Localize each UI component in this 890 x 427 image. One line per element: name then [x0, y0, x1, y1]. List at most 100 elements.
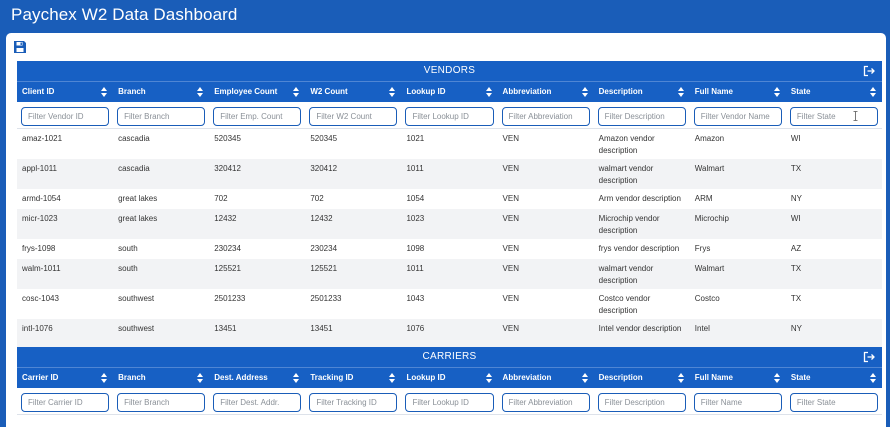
- sort-arrows-icon[interactable]: [581, 87, 588, 97]
- table-row[interactable]: walm-1011 south 125521 125521 1011 VEN walmart…: [17, 259, 882, 289]
- column-header[interactable]: Employee Count: [209, 82, 305, 102]
- sort-arrows-icon[interactable]: [101, 87, 108, 97]
- sort-arrows-icon[interactable]: [389, 373, 396, 383]
- filter-input[interactable]: [789, 393, 878, 412]
- table-cell: Intel vendor description: [598, 324, 682, 333]
- column-header[interactable]: Full Name: [690, 82, 786, 102]
- sort-arrows-icon[interactable]: [773, 87, 780, 97]
- column-header[interactable]: Branch: [113, 82, 209, 102]
- filter-input[interactable]: [405, 107, 494, 126]
- table-cell: NY: [790, 324, 802, 333]
- table-row[interactable]: amaz-1021 cascadia 520345 520345 1021 VEN Amaz…: [17, 129, 882, 159]
- column-header[interactable]: Dest. Address: [209, 368, 305, 388]
- table-cell: walmart vendor description: [598, 164, 654, 185]
- filter-input[interactable]: [501, 107, 590, 126]
- filter-cell: [786, 102, 882, 128]
- table-cell: Walmart: [694, 164, 725, 173]
- sort-arrows-icon[interactable]: [581, 373, 588, 383]
- column-header[interactable]: State: [786, 368, 882, 388]
- filter-input[interactable]: [309, 107, 398, 126]
- filter-input[interactable]: [693, 393, 782, 412]
- filter-input[interactable]: [213, 393, 302, 412]
- column-header-label: Carrier ID: [22, 373, 59, 382]
- column-header[interactable]: Client ID: [17, 82, 113, 102]
- filter-cell: [498, 388, 594, 414]
- filter-input[interactable]: [693, 107, 782, 126]
- table-row[interactable]: armd-1054 great lakes 702 702 1054 VEN Arm ven…: [17, 189, 882, 209]
- column-header[interactable]: W2 Count: [305, 82, 401, 102]
- filter-input[interactable]: [117, 107, 206, 126]
- column-header-label: Client ID: [22, 87, 55, 96]
- column-header[interactable]: Tracking ID: [305, 368, 401, 388]
- column-header[interactable]: Abbreviation: [498, 368, 594, 388]
- filter-input[interactable]: [21, 107, 110, 126]
- sort-arrows-icon[interactable]: [389, 87, 396, 97]
- sort-arrows-icon[interactable]: [677, 373, 684, 383]
- table-cell: 13451: [214, 324, 237, 333]
- column-header-label: Full Name: [694, 87, 733, 96]
- filter-input[interactable]: [597, 107, 686, 126]
- carriers-title: CARRIERS: [422, 351, 477, 362]
- sort-arrows-icon[interactable]: [677, 87, 684, 97]
- filter-input[interactable]: [405, 393, 494, 412]
- table-row[interactable]: frys-1098 south 230234 230234 1098 VEN frys ve…: [17, 239, 882, 259]
- table-cell: frys vendor description: [598, 244, 680, 253]
- sort-arrows-icon[interactable]: [869, 87, 876, 97]
- table-cell: frys-1098: [22, 244, 56, 253]
- sort-arrows-icon[interactable]: [869, 373, 876, 383]
- sort-arrows-icon[interactable]: [773, 373, 780, 383]
- column-header[interactable]: Lookup ID: [401, 368, 497, 388]
- filter-input[interactable]: [117, 393, 206, 412]
- table-cell: Intel: [694, 324, 710, 333]
- filter-input[interactable]: [789, 107, 878, 126]
- table-row[interactable]: cosc-1043 southwest 2501233 2501233 1043 VEN C…: [17, 289, 882, 319]
- table-cell: Costco: [694, 294, 720, 303]
- table-cell: Amazon vendor description: [598, 134, 655, 155]
- filter-cell: [498, 102, 594, 128]
- column-header[interactable]: State: [786, 82, 882, 102]
- filter-input[interactable]: [501, 393, 590, 412]
- column-header[interactable]: Branch: [113, 368, 209, 388]
- filter-input[interactable]: [213, 107, 302, 126]
- filter-cell: [305, 102, 401, 128]
- column-header[interactable]: Description: [594, 82, 690, 102]
- table-cell: 12432: [214, 214, 237, 223]
- filter-input[interactable]: [309, 393, 398, 412]
- table-cell: 702: [214, 194, 228, 203]
- filter-input[interactable]: [21, 393, 110, 412]
- column-header-label: Abbreviation: [502, 87, 552, 96]
- carriers-export-icon[interactable]: [863, 351, 875, 363]
- column-header[interactable]: Description: [594, 368, 690, 388]
- table-row[interactable]: intl-1076 southwest 13451 13451 1076 VEN Intel…: [17, 319, 882, 349]
- column-header[interactable]: Carrier ID: [17, 368, 113, 388]
- table-cell: ARM: [694, 194, 713, 203]
- sort-arrows-icon[interactable]: [293, 87, 300, 97]
- sort-arrows-icon[interactable]: [485, 373, 492, 383]
- table-cell: NY: [790, 194, 802, 203]
- vendors-title-bar: VENDORS: [17, 61, 882, 81]
- table-row[interactable]: micr-1023 great lakes 12432 12432 1023 VEN Mic…: [17, 209, 882, 239]
- column-header[interactable]: Abbreviation: [498, 82, 594, 102]
- filter-input[interactable]: [597, 393, 686, 412]
- table-cell: great lakes: [118, 214, 158, 223]
- vendors-export-icon[interactable]: [863, 65, 875, 77]
- sort-arrows-icon[interactable]: [101, 373, 108, 383]
- floppy-disk-icon[interactable]: [13, 40, 27, 54]
- sort-arrows-icon[interactable]: [485, 87, 492, 97]
- table-cell: VEN: [502, 194, 519, 203]
- table-cell: WI: [790, 134, 801, 143]
- filter-cell: [401, 388, 497, 414]
- sort-arrows-icon[interactable]: [197, 87, 204, 97]
- table-cell: Costco vendor description: [598, 294, 651, 315]
- sort-arrows-icon[interactable]: [293, 373, 300, 383]
- table-row[interactable]: appl-1011 cascadia 320412 320412 1011 VEN walm…: [17, 159, 882, 189]
- table-cell: cascadia: [118, 134, 150, 143]
- filter-cell: [113, 102, 209, 128]
- column-header[interactable]: Full Name: [690, 368, 786, 388]
- column-header-label: Tracking ID: [310, 373, 354, 382]
- column-header[interactable]: Lookup ID: [401, 82, 497, 102]
- sort-arrows-icon[interactable]: [197, 373, 204, 383]
- table-cell: AZ: [790, 244, 802, 253]
- table-cell: 1098: [406, 244, 425, 253]
- table-cell: WI: [790, 214, 801, 223]
